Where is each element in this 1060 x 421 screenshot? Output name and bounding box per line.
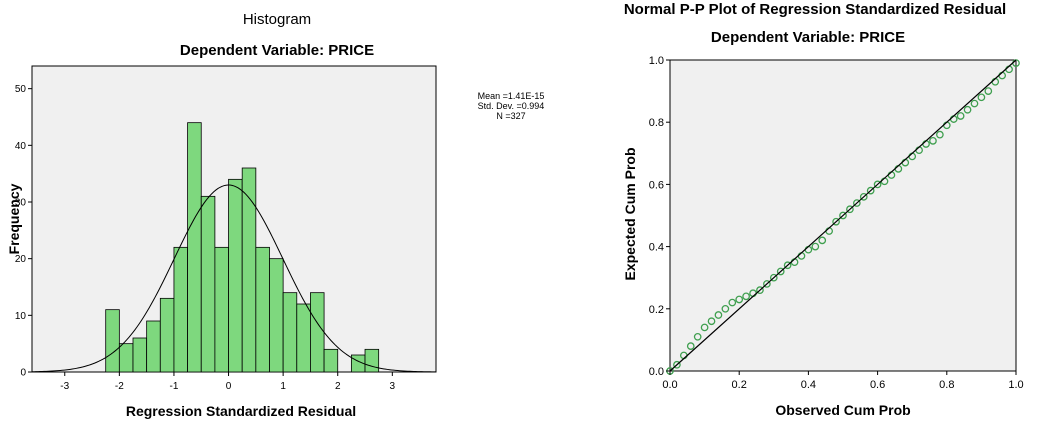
pp-point <box>984 87 993 95</box>
x-tick-label: 0 <box>226 381 232 392</box>
x-tick-label: 1 <box>280 381 286 392</box>
x-tick-label: -3 <box>60 381 69 392</box>
y-tick-label: 0.2 <box>649 304 664 316</box>
x-tick-label: 2 <box>335 381 341 392</box>
y-tick-label: 20 <box>15 254 27 265</box>
histogram-subtitle: Dependent Variable: PRICE <box>180 42 374 59</box>
pp-plot-x-axis-title: Observed Cum Prob <box>775 402 910 418</box>
pp-point <box>728 298 737 307</box>
pp-point <box>866 186 875 195</box>
histogram-bar <box>173 246 188 373</box>
histogram-bar <box>200 195 216 373</box>
normal-curve <box>31 184 437 373</box>
x-tick-label: 0.8 <box>939 379 954 391</box>
x-tick-label: -2 <box>115 381 124 392</box>
pp-point <box>776 267 785 276</box>
pp-point <box>783 261 792 270</box>
pp-point <box>693 332 702 341</box>
histogram-bar <box>282 292 298 373</box>
histogram-title: Histogram <box>243 11 311 28</box>
y-tick-label: 1.0 <box>649 55 664 67</box>
y-tick-label: 0 <box>20 368 26 379</box>
pp-point <box>769 273 778 282</box>
pp-point <box>852 199 861 207</box>
pp-point <box>721 304 730 313</box>
pp-point <box>811 242 820 251</box>
stat-n: N =327 <box>496 111 525 121</box>
pp-plot-y-ticks: 0.0 0.2 0.4 0.6 0.8 1.0 <box>649 55 670 378</box>
pp-point <box>963 105 972 114</box>
histogram-bar <box>364 348 380 373</box>
y-tick-label: 50 <box>15 84 27 95</box>
pp-point <box>859 192 868 201</box>
pp-point <box>839 211 847 220</box>
pp-plot-title: Normal P-P Plot of Regression Standardiz… <box>624 1 1006 18</box>
histogram-bar <box>159 297 175 373</box>
pp-point <box>929 137 937 145</box>
pp-point <box>735 295 744 304</box>
x-tick-label: 0.0 <box>662 379 677 391</box>
pp-point <box>686 342 695 350</box>
pp-point <box>742 292 750 301</box>
y-tick-label: 10 <box>15 311 27 322</box>
histogram-bar <box>228 178 243 373</box>
histogram-bar <box>214 246 229 373</box>
stat-mean: Mean =1.41E-15 <box>478 91 545 101</box>
histogram-bar <box>269 258 284 373</box>
histogram-panel: Histogram Dependent Variable: PRICE -3 -2… <box>6 11 544 419</box>
histogram-y-ticks: 0 10 20 30 40 50 <box>15 84 32 379</box>
pp-point <box>763 280 771 288</box>
pp-plot-x-ticks: 0.0 0.2 0.4 0.6 0.8 1.0 <box>662 371 1024 391</box>
pp-point <box>707 317 716 326</box>
histogram-bar <box>187 122 202 373</box>
pp-point <box>846 205 854 214</box>
x-tick-label: 0.4 <box>801 379 816 391</box>
histogram-bar <box>132 337 148 373</box>
x-tick-label: 3 <box>390 381 396 392</box>
x-tick-label: 1.0 <box>1008 379 1023 391</box>
pp-point <box>818 236 827 245</box>
x-tick-label: -1 <box>169 381 178 392</box>
y-tick-label: 0.8 <box>649 117 664 129</box>
x-tick-label: 0.6 <box>870 379 885 391</box>
histogram-bar <box>146 320 161 373</box>
reference-line <box>669 59 1017 372</box>
y-tick-label: 40 <box>15 141 27 152</box>
pp-point <box>936 130 944 139</box>
pp-point <box>756 286 764 294</box>
y-tick-label: 0.4 <box>649 242 664 254</box>
histogram-bar <box>323 348 339 373</box>
pp-point <box>700 323 709 332</box>
pp-point <box>977 93 986 102</box>
histogram-y-axis-title: Frequency <box>6 183 22 254</box>
histogram-x-ticks: -3 -2 -1 0 1 2 3 <box>60 372 396 392</box>
y-tick-label: 30 <box>15 198 27 209</box>
pp-point <box>873 180 882 189</box>
stat-std-dev: Std. Dev. =0.994 <box>478 101 545 111</box>
histogram-x-axis-title: Regression Standardized Residual <box>126 403 356 419</box>
pp-plot-y-axis-title: Expected Cum Prob <box>622 147 638 280</box>
pp-point <box>970 99 979 108</box>
histogram-bar <box>255 246 270 373</box>
pp-point <box>832 217 840 226</box>
histogram-bar <box>118 343 134 373</box>
pp-point <box>673 360 681 369</box>
pp-point <box>956 112 965 120</box>
histogram-bars <box>105 122 380 373</box>
y-tick-label: 0.0 <box>649 366 664 378</box>
histogram-bar <box>105 309 120 373</box>
pp-point <box>714 311 723 319</box>
histogram-bar <box>310 292 325 373</box>
pp-plot-panel: Normal P-P Plot of Regression Standardiz… <box>622 1 1024 418</box>
pp-plot-subtitle: Dependent Variable: PRICE <box>711 29 905 46</box>
histogram-bar <box>296 303 311 373</box>
y-tick-label: 0.6 <box>649 179 664 191</box>
x-tick-label: 0.2 <box>732 379 747 391</box>
